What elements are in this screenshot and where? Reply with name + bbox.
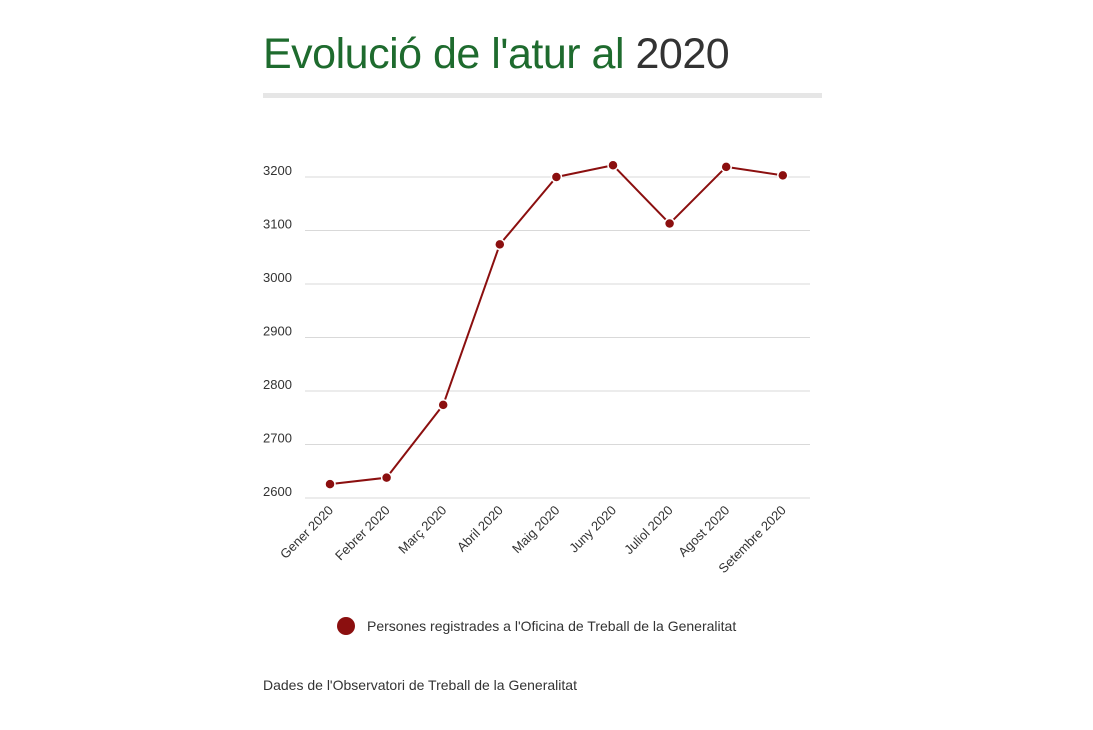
- data-point: [437, 399, 449, 411]
- y-tick-label: 2900: [263, 324, 292, 339]
- data-point: [494, 238, 506, 251]
- x-tick-label: Juny 2020: [566, 503, 619, 556]
- y-tick-label: 3100: [263, 217, 292, 232]
- line-chart: 2600 2700 2800 2900 3000 3100 3200 Gener 2020F…: [263, 159, 810, 576]
- data-point: [607, 159, 619, 171]
- y-tick-label: 2700: [263, 431, 292, 446]
- source-note: Dades de l'Observatori de Treball de la …: [263, 677, 577, 693]
- data-point: [720, 161, 732, 173]
- y-tick-label: 2600: [263, 484, 292, 499]
- data-point: [663, 217, 676, 230]
- legend-marker: [337, 617, 355, 635]
- data-points: [324, 159, 789, 490]
- chart-title-year: 2020: [635, 30, 730, 78]
- legend-label: Persones registrades a l'Oficina de Treb…: [367, 618, 737, 634]
- series-line-path: [329, 164, 783, 486]
- title-underline: [263, 93, 822, 98]
- x-tick-label: Març 2020: [395, 503, 449, 557]
- x-tick-label: Maig 2020: [509, 503, 563, 557]
- data-point: [380, 471, 393, 484]
- x-tick-label: Gener 2020: [277, 503, 336, 562]
- data-point: [777, 169, 789, 182]
- data-point: [324, 478, 336, 490]
- series-line: [329, 164, 783, 486]
- gridlines: [305, 176, 810, 499]
- y-tick-label: 3200: [263, 163, 292, 178]
- x-tick-label: Agost 2020: [675, 503, 732, 560]
- y-tick-label: 3000: [263, 270, 292, 285]
- chart-title-main: Evolució de l'atur al: [263, 30, 625, 78]
- x-tick-label: Febrer 2020: [332, 503, 393, 564]
- y-axis: 2600 2700 2800 2900 3000 3100 3200: [263, 163, 292, 499]
- x-tick-label: Juliol 2020: [621, 503, 676, 558]
- x-tick-label: Abril 2020: [454, 503, 506, 555]
- data-point: [550, 171, 563, 183]
- legend: Persones registrades a l'Oficina de Treb…: [337, 617, 736, 635]
- y-tick-label: 2800: [263, 377, 292, 392]
- chart-title: Evolució de l'atur al 2020: [263, 30, 730, 79]
